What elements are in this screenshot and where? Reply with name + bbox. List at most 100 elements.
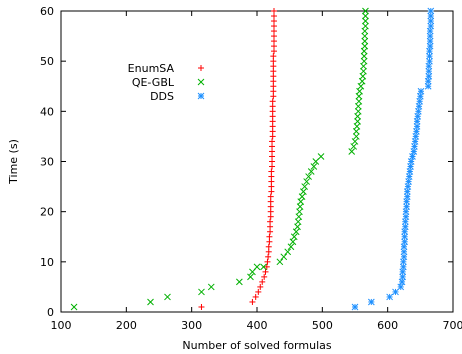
marker-stroke <box>386 293 393 301</box>
marker-stroke <box>361 37 369 45</box>
marker-stroke <box>358 77 366 85</box>
data-point <box>426 32 434 40</box>
marker-stroke <box>427 7 435 15</box>
data-point <box>164 293 171 301</box>
data-point <box>269 153 276 160</box>
data-point <box>270 93 277 100</box>
data-point <box>426 52 433 60</box>
data-point <box>267 223 274 230</box>
data-point <box>269 113 276 120</box>
marker-stroke <box>426 57 433 65</box>
marker-stroke <box>317 153 325 160</box>
data-point <box>360 52 368 60</box>
y-tick-label: 10 <box>40 256 54 269</box>
data-point <box>270 13 277 20</box>
data-point <box>269 108 276 115</box>
marker-stroke <box>361 32 369 40</box>
marker-stroke <box>401 218 409 226</box>
data-point <box>400 253 408 261</box>
marker-stroke <box>404 183 412 190</box>
marker-stroke <box>362 7 369 15</box>
marker-stroke <box>425 72 433 80</box>
data-point <box>247 273 254 281</box>
data-point <box>269 98 276 105</box>
marker-stroke <box>413 123 421 130</box>
data-point <box>361 37 369 45</box>
marker-stroke <box>353 123 361 130</box>
marker-stroke <box>398 278 406 286</box>
x-tick-labels: 100 200 300 400 500 600 700 <box>51 319 462 332</box>
marker-stroke <box>260 263 267 271</box>
legend-marker <box>197 92 205 100</box>
data-point <box>266 233 273 240</box>
marker-stroke <box>352 128 360 135</box>
data-point <box>270 83 277 90</box>
x-tick-label: 600 <box>377 319 398 332</box>
data-point <box>198 303 205 310</box>
data-point <box>260 263 267 271</box>
marker-stroke <box>413 118 421 125</box>
data-point <box>426 42 434 50</box>
data-point <box>298 193 306 200</box>
data-point <box>270 58 277 65</box>
legend-label: DDS <box>150 90 174 103</box>
data-point <box>267 213 274 220</box>
data-point <box>268 173 275 180</box>
marker-stroke <box>399 258 407 266</box>
marker-stroke <box>424 77 432 85</box>
marker-stroke <box>426 42 434 50</box>
marker-stroke <box>307 168 315 175</box>
marker-stroke <box>362 12 369 20</box>
data-point <box>401 233 409 241</box>
data-point <box>386 293 393 301</box>
marker-stroke <box>412 133 420 140</box>
marker-stroke <box>399 268 407 276</box>
data-point <box>310 163 318 170</box>
x-tick-label: 300 <box>181 319 202 332</box>
x-axis-label: Number of solved formulas <box>182 339 331 352</box>
data-point <box>427 12 435 20</box>
data-point <box>269 138 276 145</box>
marker-stroke <box>351 138 359 145</box>
marker-stroke <box>402 213 410 221</box>
data-point <box>399 273 407 281</box>
marker-stroke <box>295 213 303 221</box>
marker-stroke <box>310 163 318 170</box>
marker-stroke <box>296 208 303 216</box>
y-tick-labels: 0 10 20 30 40 50 60 <box>40 5 54 319</box>
data-point <box>267 203 274 210</box>
marker-stroke <box>280 253 288 261</box>
data-point <box>426 37 434 45</box>
marker-stroke <box>348 148 356 155</box>
data-point <box>261 273 268 280</box>
marker-stroke <box>276 258 284 266</box>
marker-stroke <box>410 148 418 155</box>
data-point <box>362 22 369 30</box>
data-point <box>424 82 432 90</box>
data-point <box>270 38 277 45</box>
data-point <box>426 57 433 65</box>
marker-stroke <box>360 47 368 55</box>
marker-stroke <box>290 233 298 241</box>
x-tick-label: 400 <box>247 319 268 332</box>
legend-label: QE-GBL <box>132 76 175 89</box>
marker-stroke <box>426 37 434 45</box>
data-point <box>352 133 360 140</box>
marker-stroke <box>427 22 435 30</box>
marker-stroke <box>198 288 205 296</box>
marker-stroke <box>426 27 434 35</box>
marker-stroke <box>427 12 435 20</box>
marker-stroke <box>357 82 365 90</box>
data-point <box>427 7 435 15</box>
marker-stroke <box>247 273 254 281</box>
data-point <box>252 293 259 300</box>
marker-stroke <box>360 57 368 65</box>
marker-stroke <box>415 107 422 115</box>
data-point <box>351 138 359 145</box>
data-point <box>401 238 409 246</box>
marker-stroke <box>236 278 243 286</box>
data-point <box>207 283 215 291</box>
marker-stroke <box>356 87 363 95</box>
data-point <box>265 248 272 255</box>
